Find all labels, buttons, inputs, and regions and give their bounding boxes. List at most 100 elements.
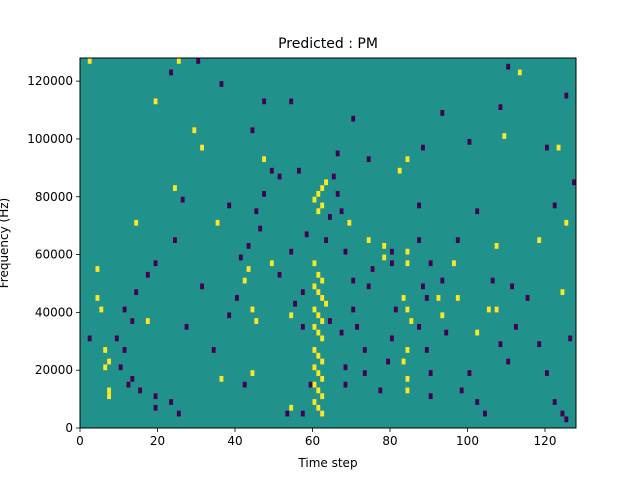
heatmap-cell-low bbox=[176, 410, 181, 417]
heatmap-cell-low bbox=[118, 364, 123, 371]
heatmap-cell-high bbox=[250, 306, 255, 313]
heatmap-cell-low bbox=[355, 323, 360, 330]
heatmap-cell-low bbox=[180, 196, 185, 203]
heatmap-cell-high bbox=[382, 254, 387, 261]
heatmap-cell-high bbox=[324, 300, 329, 307]
heatmap-cell-low bbox=[153, 404, 158, 411]
heatmap-cell-high bbox=[401, 358, 406, 365]
heatmap-cell-high bbox=[312, 196, 317, 203]
heatmap-cell-low bbox=[153, 260, 158, 267]
heatmap-cell-high bbox=[192, 127, 197, 134]
heatmap-cell-low bbox=[475, 399, 480, 405]
heatmap-cell-high bbox=[320, 185, 325, 191]
heatmap-cell-low bbox=[304, 231, 309, 238]
heatmap-cell-high bbox=[320, 393, 325, 400]
heatmap-cell-low bbox=[440, 277, 445, 284]
heatmap-cell-low bbox=[300, 410, 305, 417]
heatmap-cell-low bbox=[378, 387, 383, 394]
heatmap-cell-low bbox=[514, 323, 518, 330]
heatmap-cell-low bbox=[459, 387, 464, 394]
heatmap-cell-low bbox=[277, 271, 282, 278]
heatmap-cell-low bbox=[254, 208, 259, 215]
heatmap-cell-high bbox=[242, 277, 247, 284]
heatmap-cell-high bbox=[107, 387, 112, 394]
heatmap-cell-low bbox=[343, 364, 348, 371]
heatmap-cell-low bbox=[335, 150, 340, 157]
heatmap-cell-low bbox=[289, 98, 294, 105]
heatmap-cell-high bbox=[405, 248, 410, 255]
y-tick-label: 60000 bbox=[35, 248, 73, 262]
heatmap-cell-low bbox=[211, 347, 216, 353]
heatmap-cell-low bbox=[242, 381, 247, 388]
y-tick-label: 0 bbox=[65, 421, 73, 435]
plot-area bbox=[79, 57, 577, 429]
heatmap-cell-low bbox=[475, 208, 480, 215]
heatmap-cell-high bbox=[452, 260, 456, 267]
heatmap-cell-low bbox=[122, 347, 127, 353]
heatmap-cell-low bbox=[184, 323, 189, 330]
heatmap-cell-low bbox=[293, 300, 298, 307]
heatmap-cell-high bbox=[312, 364, 317, 371]
heatmap-cell-low bbox=[300, 289, 305, 296]
heatmap-cell-high bbox=[316, 404, 321, 411]
heatmap-cell-high bbox=[320, 277, 325, 284]
heatmap-cell-low bbox=[568, 335, 573, 342]
heatmap-cell-high bbox=[316, 289, 321, 296]
heatmap-cell-high bbox=[475, 329, 480, 336]
x-tick-label: 20 bbox=[150, 434, 165, 448]
heatmap-cell-low bbox=[366, 283, 371, 290]
heatmap-cell-high bbox=[382, 243, 387, 249]
heatmap-cell-high bbox=[107, 358, 112, 365]
heatmap-cell-low bbox=[366, 156, 371, 163]
heatmap-cell-high bbox=[200, 144, 205, 151]
heatmap-cell-low bbox=[390, 335, 394, 342]
heatmap-cell-high bbox=[316, 190, 321, 197]
heatmap-cell-low bbox=[370, 266, 375, 272]
heatmap-cell-high bbox=[289, 404, 294, 411]
x-axis-label: Time step bbox=[297, 456, 357, 470]
heatmap-cell-low bbox=[285, 410, 290, 417]
chart-title: Predicted : PM bbox=[278, 36, 378, 52]
heatmap-cell-high bbox=[405, 375, 410, 382]
heatmap-cell-low bbox=[173, 237, 177, 243]
heatmap-cell-low bbox=[564, 416, 569, 423]
heatmap-cell-low bbox=[506, 63, 511, 70]
heatmap-cell-high bbox=[103, 364, 108, 371]
heatmap-cell-high bbox=[397, 167, 402, 174]
heatmap-cell-low bbox=[428, 393, 433, 400]
heatmap-cell-high bbox=[316, 370, 321, 376]
heatmap-cell-low bbox=[289, 248, 294, 255]
heatmap-cell-low bbox=[421, 144, 425, 151]
heatmap-cell-low bbox=[351, 277, 356, 284]
heatmap-cell-high bbox=[486, 306, 491, 313]
heatmap-cell-high bbox=[95, 295, 100, 301]
heatmap-cell-high bbox=[405, 347, 410, 353]
heatmap-cell-low bbox=[324, 237, 329, 243]
heatmap-cell-high bbox=[312, 260, 317, 267]
y-tick-label: 20000 bbox=[35, 363, 73, 377]
heatmap-cell-high bbox=[494, 243, 499, 249]
heatmap-cell-low bbox=[552, 399, 557, 405]
heatmap-cell-high bbox=[560, 289, 565, 296]
heatmap-cell-low bbox=[126, 381, 131, 388]
heatmap-cell-low bbox=[258, 225, 263, 232]
heatmap-cell-high bbox=[246, 266, 251, 272]
heatmap-cell-low bbox=[235, 295, 239, 301]
x-tick-label: 0 bbox=[76, 434, 84, 448]
heatmap-cell-low bbox=[506, 358, 511, 365]
heatmap-cell-high bbox=[289, 312, 294, 319]
heatmap-cell-low bbox=[87, 335, 92, 342]
heatmap-cell-low bbox=[483, 410, 487, 417]
heatmap-cell-high bbox=[312, 399, 317, 405]
heatmap-cell-high bbox=[316, 271, 321, 278]
heatmap-cell-high bbox=[405, 387, 410, 394]
x-tick-label: 80 bbox=[382, 434, 397, 448]
heatmap-cell-high bbox=[320, 202, 325, 209]
y-tick-label: 80000 bbox=[35, 190, 73, 204]
heatmap-cell-low bbox=[560, 410, 565, 417]
heatmap-cell-high bbox=[405, 260, 410, 267]
heatmap-cell-high bbox=[95, 266, 100, 272]
heatmap-cell-low bbox=[545, 370, 549, 376]
heatmap-cell-high bbox=[320, 295, 325, 301]
